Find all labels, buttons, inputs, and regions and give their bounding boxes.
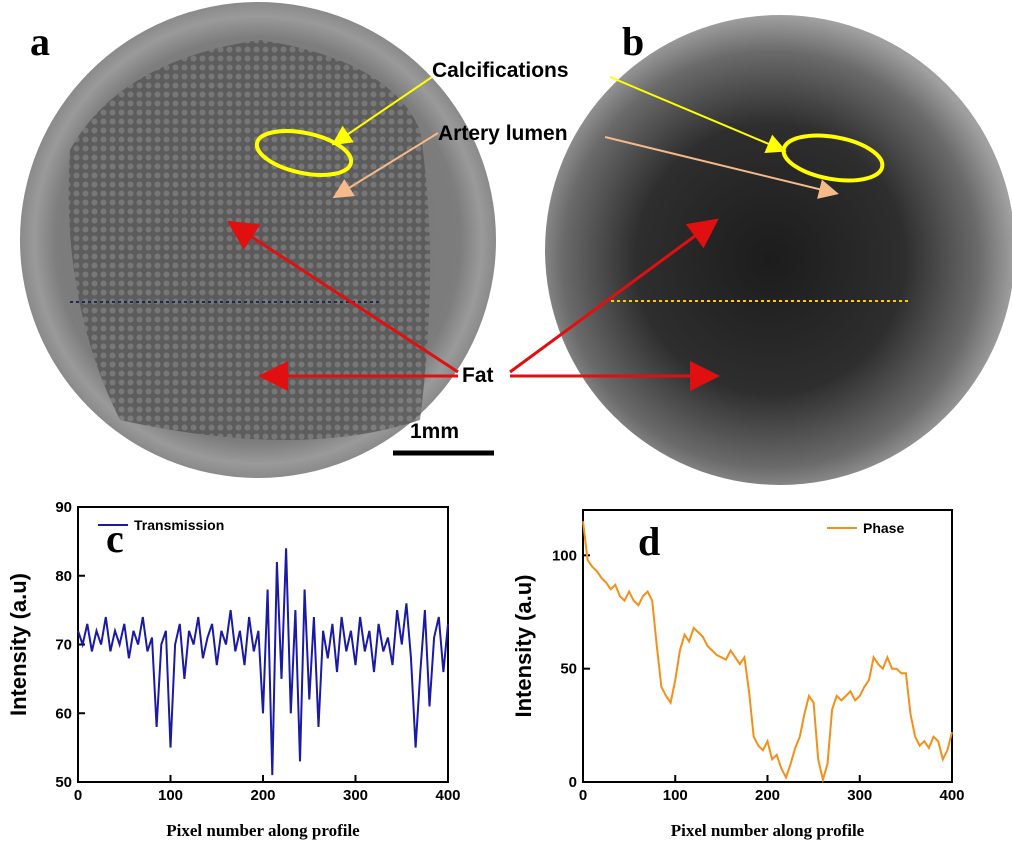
x-tick-label: 0 bbox=[74, 787, 82, 804]
panel-label: d bbox=[638, 519, 660, 564]
arrow bbox=[226, 220, 459, 374]
x-tick-label: 200 bbox=[755, 787, 780, 804]
x-axis-label: Pixel number along profile bbox=[671, 821, 865, 840]
y-tick-label: 50 bbox=[560, 661, 577, 678]
y-axis-label: Intensity (a.u) bbox=[6, 573, 31, 716]
panel-label: c bbox=[106, 516, 124, 561]
image-b bbox=[545, 15, 1012, 485]
x-tick-label: 0 bbox=[579, 787, 587, 804]
y-tick-label: 70 bbox=[55, 637, 72, 654]
calcification-ellipse bbox=[254, 129, 354, 177]
x-tick-label: 200 bbox=[250, 787, 275, 804]
arrow bbox=[332, 132, 439, 199]
data-line bbox=[77, 548, 449, 776]
panel-label: a bbox=[30, 19, 50, 64]
legend-label: Phase bbox=[863, 520, 904, 536]
annotation: Artery lumen bbox=[438, 122, 568, 145]
arrow bbox=[609, 76, 787, 153]
annotation: 1mm bbox=[410, 420, 459, 443]
legend-label: Transmission bbox=[134, 517, 224, 533]
x-axis-label: Pixel number along profile bbox=[166, 821, 360, 840]
x-tick-label: 100 bbox=[663, 787, 688, 804]
y-tick-label: 0 bbox=[569, 774, 577, 791]
data-line bbox=[582, 521, 953, 784]
arrow bbox=[509, 218, 719, 374]
y-tick-label: 60 bbox=[55, 705, 72, 722]
plot-frame bbox=[77, 506, 449, 783]
y-tick-label: 100 bbox=[552, 547, 577, 564]
x-tick-label: 100 bbox=[158, 787, 183, 804]
x-tick-label: 300 bbox=[343, 787, 368, 804]
x-tick-label: 400 bbox=[435, 787, 460, 804]
y-tick-label: 50 bbox=[55, 774, 72, 791]
panel-label: b bbox=[622, 19, 644, 64]
y-tick-label: 90 bbox=[55, 499, 72, 516]
y-tick-label: 80 bbox=[55, 568, 72, 585]
annotation: Fat bbox=[462, 364, 494, 387]
y-axis-label: Intensity (a.u) bbox=[511, 574, 536, 717]
x-tick-label: 300 bbox=[847, 787, 872, 804]
arrow bbox=[331, 76, 433, 146]
annotation: Calcifications bbox=[432, 59, 569, 82]
x-tick-label: 400 bbox=[939, 787, 964, 804]
arrow bbox=[604, 136, 839, 199]
